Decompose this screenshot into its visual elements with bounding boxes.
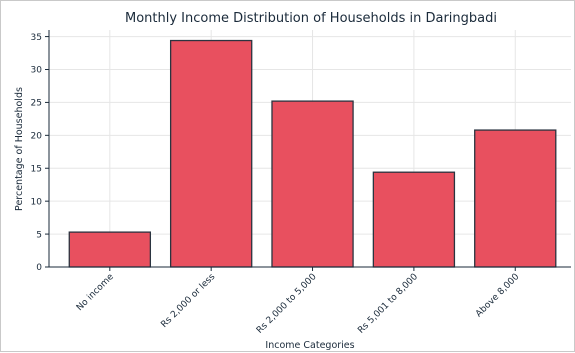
bar bbox=[271, 100, 354, 268]
y-tick-label: 10 bbox=[31, 197, 43, 207]
y-tick-label: 25 bbox=[31, 99, 42, 109]
x-tick-label: Rs 2,000 to 5,000 bbox=[255, 272, 319, 336]
y-tick-label: 30 bbox=[31, 66, 43, 76]
y-tick-label: 5 bbox=[36, 230, 42, 240]
bar bbox=[169, 39, 253, 268]
bar bbox=[474, 129, 557, 268]
x-axis-label: Income Categories bbox=[265, 340, 354, 351]
x-tick-label: Above 8,000 bbox=[474, 272, 521, 319]
y-tick-label: 15 bbox=[31, 164, 42, 174]
bar bbox=[372, 171, 456, 268]
bar bbox=[68, 231, 152, 268]
chart-title: Monthly Income Distribution of Household… bbox=[125, 11, 497, 26]
y-axis-label: Percentage of Households bbox=[14, 87, 25, 211]
x-tick-label: Rs 5,001 to 8,000 bbox=[356, 272, 420, 336]
y-tick-label: 20 bbox=[31, 132, 43, 142]
y-tick-label: 0 bbox=[36, 263, 42, 273]
y-ticks-group: 0 5 10 15 20 25 30 35 bbox=[31, 33, 49, 273]
x-tick-label: No income bbox=[75, 272, 116, 313]
x-ticks-group: No income Rs 2,000 or less Rs 2,000 to 5,0… bbox=[75, 267, 522, 336]
y-tick-label: 35 bbox=[31, 33, 42, 43]
x-tick-label: Rs 2,000 or less bbox=[159, 272, 217, 330]
bars-group bbox=[68, 39, 557, 268]
